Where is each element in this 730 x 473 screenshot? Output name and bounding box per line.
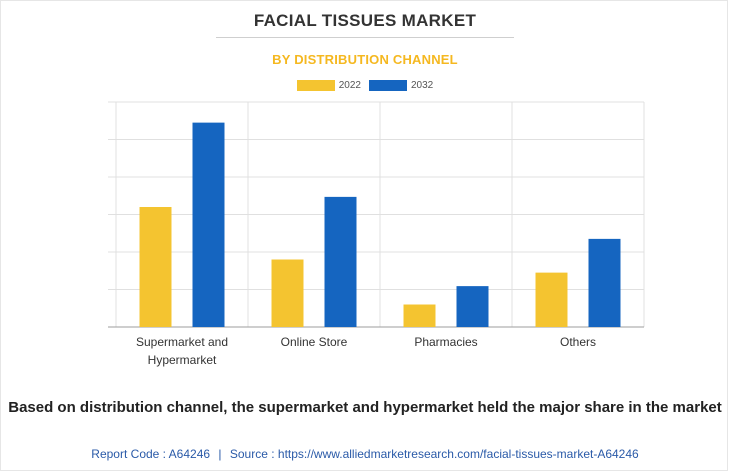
bar-2032-0 [192, 122, 225, 327]
bar-2022-3 [535, 272, 568, 327]
bar-2032-2 [456, 286, 489, 327]
footer: Report Code : A64246 | Source : https://… [0, 447, 730, 461]
x-tick-label-3: Others [560, 335, 596, 349]
x-tick-label-line: Hypermarket [148, 353, 217, 367]
x-tick-label-line: Pharmacies [414, 335, 477, 349]
source-link[interactable]: Source : https://www.alliedmarketresearc… [229, 447, 639, 461]
legend-label-2022: 2022 [338, 80, 361, 91]
x-tick-label-2: Pharmacies [414, 335, 477, 349]
x-tick-label-line: Online Store [281, 335, 348, 349]
bar-chart: Supermarket and Hypermarket Online Store Ph… [108, 101, 645, 367]
legend-label-2032: 2032 [411, 80, 434, 91]
bar-2032-1 [324, 196, 357, 327]
legend: 2022 2032 [0, 80, 730, 91]
x-tick-label-line: Others [560, 335, 596, 349]
bar-2022-0 [139, 207, 172, 327]
legend-swatch-2032 [369, 80, 407, 91]
chart-title: FACIAL TISSUES MARKET [253, 11, 477, 30]
bar-2022-1 [271, 259, 304, 327]
x-tick-label-0: Supermarket and Hypermarket [136, 335, 228, 367]
title-divider [216, 37, 514, 38]
bar-2032-3 [588, 238, 621, 327]
chart-caption: Based on distribution channel, the super… [8, 399, 722, 416]
report-code: Report Code : A64246 [91, 447, 211, 461]
x-tick-label-1: Online Store [281, 335, 348, 349]
x-tick-label-line: Supermarket and [136, 335, 228, 349]
chart-subtitle: BY DISTRIBUTION CHANNEL [272, 52, 458, 67]
footer-separator: | [218, 447, 222, 461]
legend-item-2032: 2032 [369, 80, 433, 91]
legend-swatch-2022 [296, 80, 335, 91]
legend-item-2022: 2022 [296, 80, 361, 91]
bar-2022-2 [403, 304, 436, 327]
